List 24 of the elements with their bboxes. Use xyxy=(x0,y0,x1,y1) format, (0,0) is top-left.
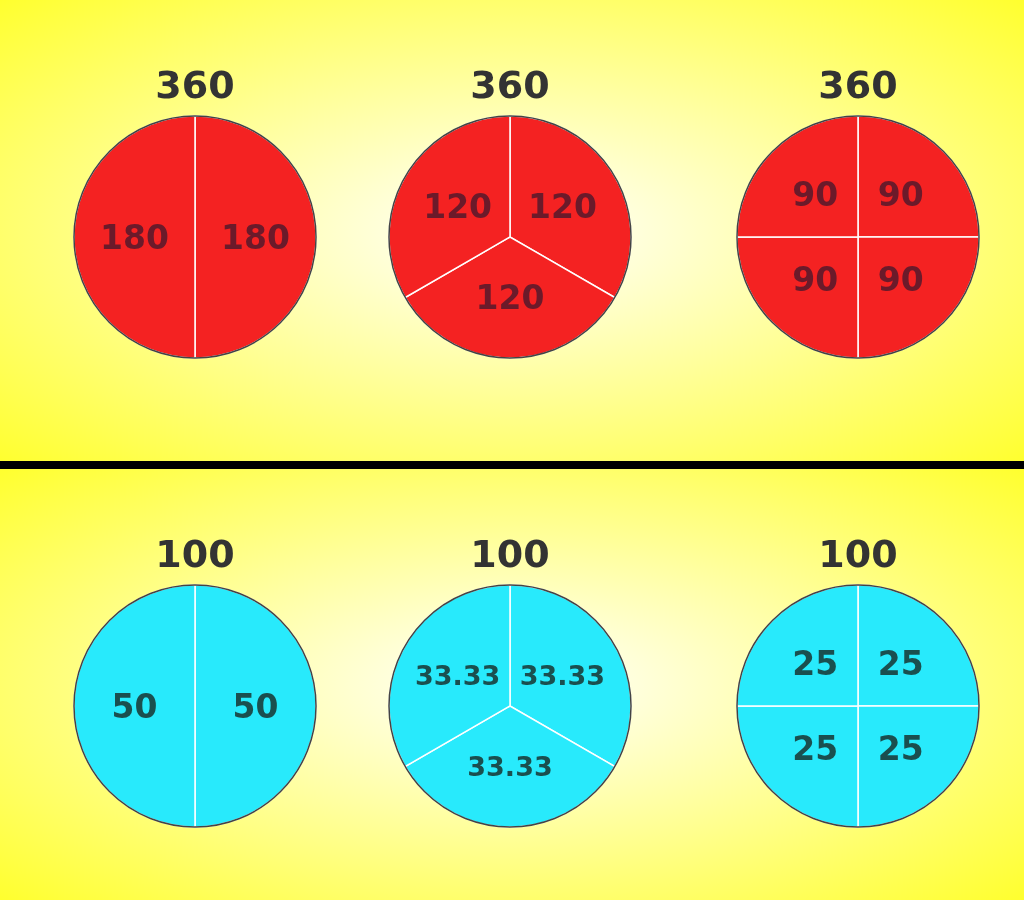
data-label: 33.33 xyxy=(467,750,553,782)
chart-title: 360 xyxy=(470,63,550,107)
data-label: 90 xyxy=(792,260,839,300)
chart-title: 360 xyxy=(818,63,898,107)
data-label: 25 xyxy=(877,729,924,769)
chart-title: 100 xyxy=(155,532,235,576)
chart-title: 360 xyxy=(155,63,235,107)
data-label: 50 xyxy=(111,686,158,726)
data-label: 120 xyxy=(475,278,545,318)
chart-title: 100 xyxy=(818,532,898,576)
data-label: 90 xyxy=(792,174,839,214)
data-label: 50 xyxy=(232,686,279,726)
data-label: 90 xyxy=(877,260,924,300)
data-label: 180 xyxy=(100,217,169,257)
data-label: 33.33 xyxy=(414,660,501,692)
data-label: 33.33 xyxy=(519,660,606,692)
data-label: 180 xyxy=(221,217,290,257)
data-label: 25 xyxy=(792,729,839,769)
data-label: 120 xyxy=(527,187,597,227)
data-label: 120 xyxy=(423,187,493,227)
data-label: 90 xyxy=(877,174,924,214)
data-label: 25 xyxy=(792,643,839,683)
data-label: 25 xyxy=(877,643,924,683)
chart-title: 100 xyxy=(470,532,550,576)
